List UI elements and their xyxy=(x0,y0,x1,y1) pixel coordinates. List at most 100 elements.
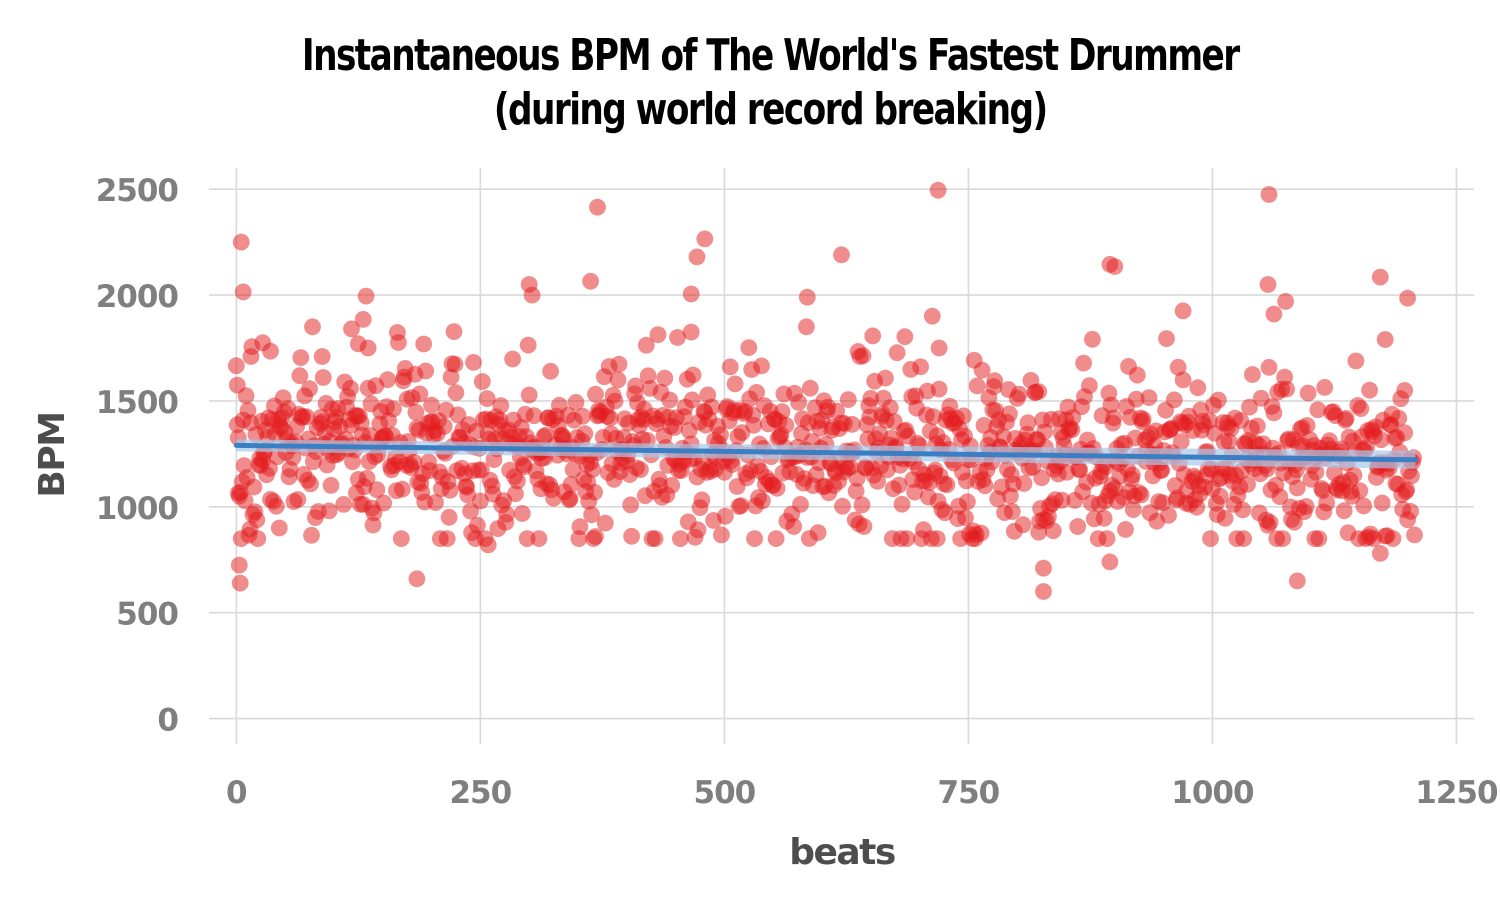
data-point xyxy=(1160,507,1177,524)
data-point xyxy=(564,461,582,478)
data-point xyxy=(1033,469,1050,487)
data-point xyxy=(632,461,649,478)
data-point xyxy=(405,453,423,471)
data-point xyxy=(712,426,729,444)
data-point xyxy=(898,530,916,547)
data-point xyxy=(438,530,456,547)
data-point xyxy=(492,397,510,414)
data-point xyxy=(723,456,741,473)
data-point xyxy=(968,377,986,395)
x-tick-label-250: 250 xyxy=(449,775,511,811)
data-point xyxy=(721,358,739,376)
data-point xyxy=(893,495,911,513)
data-point xyxy=(928,530,946,547)
data-point xyxy=(525,407,543,425)
data-point xyxy=(304,318,321,336)
data-point xyxy=(1124,466,1141,484)
data-point xyxy=(1035,583,1052,600)
data-point xyxy=(663,477,681,494)
data-point xyxy=(768,479,786,497)
data-point xyxy=(446,355,464,373)
data-point xyxy=(1044,522,1062,540)
data-point xyxy=(239,402,257,419)
data-point xyxy=(314,369,332,386)
data-point xyxy=(1277,293,1294,310)
data-point xyxy=(864,327,882,345)
data-point xyxy=(1165,391,1183,409)
data-point xyxy=(693,491,711,509)
data-point xyxy=(1278,380,1295,398)
data-point xyxy=(1259,276,1277,293)
data-point xyxy=(637,336,655,354)
data-point xyxy=(684,366,702,384)
data-point xyxy=(479,536,497,554)
data-point xyxy=(976,477,994,495)
data-point xyxy=(440,508,458,526)
data-point xyxy=(1209,391,1227,409)
data-point xyxy=(683,391,701,409)
data-point xyxy=(415,335,433,353)
data-point xyxy=(242,348,260,365)
data-point xyxy=(441,481,459,499)
data-point xyxy=(896,328,914,346)
data-point xyxy=(839,391,857,408)
data-point xyxy=(1274,530,1292,547)
data-point xyxy=(392,530,410,547)
data-point xyxy=(589,198,606,216)
data-point xyxy=(270,519,288,537)
data-point xyxy=(1398,481,1416,499)
data-point xyxy=(1288,479,1306,497)
data-point xyxy=(732,497,750,514)
data-point xyxy=(986,372,1004,390)
data-point xyxy=(302,475,319,493)
data-point xyxy=(672,530,689,547)
data-point xyxy=(957,509,974,527)
data-point xyxy=(227,357,245,375)
data-point xyxy=(1174,302,1192,320)
data-point xyxy=(1265,305,1283,323)
data-point xyxy=(1134,410,1152,428)
data-point xyxy=(861,408,879,426)
data-point xyxy=(1248,417,1266,435)
data-point xyxy=(375,494,393,512)
data-point xyxy=(442,368,460,386)
data-point xyxy=(955,407,972,425)
data-point xyxy=(313,348,331,365)
data-point xyxy=(801,379,819,397)
data-point xyxy=(469,516,486,534)
data-point xyxy=(1271,488,1289,505)
data-point xyxy=(417,362,435,380)
data-point xyxy=(1172,433,1190,451)
data-point xyxy=(507,485,524,503)
data-point xyxy=(354,311,372,328)
data-point xyxy=(228,376,246,394)
data-point xyxy=(1106,258,1124,275)
data-point xyxy=(574,407,592,425)
data-point xyxy=(1345,466,1363,484)
data-point xyxy=(1347,352,1365,370)
data-point xyxy=(587,528,604,545)
data-point xyxy=(1140,389,1158,406)
data-point xyxy=(291,367,309,385)
data-point xyxy=(1127,390,1145,408)
data-point xyxy=(322,477,340,494)
data-point xyxy=(368,481,386,499)
data-point xyxy=(1030,523,1048,541)
data-point xyxy=(862,390,880,407)
data-point xyxy=(1098,530,1116,547)
data-point xyxy=(587,385,604,403)
data-point xyxy=(1239,476,1256,493)
data-point xyxy=(267,497,285,515)
data-point xyxy=(1069,518,1087,535)
data-point xyxy=(656,369,674,387)
data-point xyxy=(973,361,991,379)
data-point xyxy=(930,339,948,357)
data-point xyxy=(1406,526,1423,544)
data-point xyxy=(1310,530,1328,547)
data-point xyxy=(571,518,589,536)
data-point xyxy=(298,408,315,426)
data-point xyxy=(1084,330,1101,348)
data-point xyxy=(753,357,770,375)
